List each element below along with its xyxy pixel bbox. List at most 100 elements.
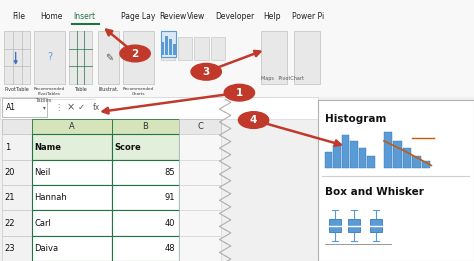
Bar (2, 119, 32, 134)
Text: 4: 4 (250, 115, 257, 125)
Bar (179, 210, 221, 236)
Bar (32, 185, 112, 210)
Bar (393, 141, 402, 168)
Bar (0, 97, 318, 119)
Text: Developer: Developer (216, 13, 255, 21)
Text: ×: × (66, 103, 74, 113)
Text: Page Lay: Page Lay (121, 13, 155, 21)
Bar (165, 36, 168, 55)
Bar (2, 236, 32, 261)
Text: fx: fx (92, 103, 100, 112)
Bar (123, 31, 154, 84)
Text: Maps   PivotChart: Maps PivotChart (261, 76, 304, 81)
Text: Box and Whisker: Box and Whisker (325, 187, 424, 197)
Bar (2, 160, 32, 185)
Bar (348, 220, 360, 232)
Bar (359, 148, 366, 168)
Bar (384, 132, 392, 168)
Circle shape (191, 63, 221, 80)
Bar (112, 160, 179, 185)
Text: File: File (12, 13, 25, 21)
Bar (179, 119, 221, 134)
Text: Neil: Neil (34, 168, 51, 177)
Bar (173, 44, 176, 55)
Bar (318, 100, 474, 261)
Bar (32, 236, 112, 261)
Bar (294, 31, 320, 84)
Bar (98, 31, 119, 84)
Text: Power Pi: Power Pi (292, 13, 324, 21)
Bar (169, 39, 172, 55)
Bar (2, 98, 47, 117)
Bar (32, 160, 112, 185)
Bar (32, 134, 112, 160)
Bar (161, 31, 176, 57)
Bar (261, 31, 287, 84)
Text: ?: ? (47, 52, 52, 62)
Text: Recommended
PivotTables: Recommended PivotTables (34, 87, 65, 96)
Bar (211, 37, 225, 60)
Bar (350, 141, 358, 168)
Bar (2, 210, 32, 236)
Text: View: View (187, 13, 206, 21)
Text: Review: Review (159, 13, 186, 21)
Text: 22: 22 (5, 218, 15, 228)
Text: Name: Name (34, 143, 61, 152)
Text: ✓: ✓ (78, 103, 85, 112)
Text: Score: Score (115, 143, 141, 152)
Bar (342, 135, 349, 168)
Bar (0, 0, 474, 97)
Bar (32, 119, 112, 134)
Text: PivotTable: PivotTable (4, 87, 29, 92)
Text: A1: A1 (6, 103, 16, 112)
Text: Home: Home (40, 13, 63, 21)
Bar (112, 119, 179, 134)
Text: Help: Help (263, 13, 281, 21)
Bar (4, 31, 30, 84)
Bar (194, 37, 209, 60)
Circle shape (238, 112, 269, 128)
Text: Daiva: Daiva (34, 244, 58, 253)
Text: 1: 1 (5, 143, 10, 152)
Bar (112, 185, 179, 210)
Bar (367, 156, 375, 168)
Bar (34, 31, 65, 84)
Text: 23: 23 (5, 244, 15, 253)
Text: C: C (197, 122, 203, 131)
Bar (412, 156, 421, 168)
Text: ?: ? (136, 52, 141, 62)
Text: 1: 1 (236, 88, 243, 98)
Bar (325, 152, 332, 168)
Text: Table: Table (74, 87, 87, 92)
Bar (403, 148, 411, 168)
Bar (329, 220, 341, 232)
Text: Hannah: Hannah (34, 193, 67, 202)
Text: Carl: Carl (34, 218, 51, 228)
Text: Tables: Tables (36, 98, 52, 103)
Text: ✎: ✎ (105, 52, 113, 62)
Bar (370, 220, 382, 232)
Bar (161, 37, 175, 60)
Bar (112, 236, 179, 261)
Text: 48: 48 (164, 244, 175, 253)
Text: 20: 20 (5, 168, 15, 177)
Text: Recommended
Charts: Recommended Charts (123, 87, 154, 96)
Text: ▾: ▾ (43, 105, 46, 110)
Bar (69, 31, 92, 84)
Text: A: A (69, 122, 75, 131)
Bar (179, 134, 221, 160)
Bar (178, 37, 192, 60)
Text: Histogram: Histogram (325, 114, 386, 124)
Bar (422, 161, 430, 168)
Bar (179, 160, 221, 185)
Bar (179, 185, 221, 210)
Text: 40: 40 (164, 218, 175, 228)
Bar (333, 145, 341, 168)
Bar (179, 236, 221, 261)
Bar (32, 210, 112, 236)
Bar (2, 134, 32, 160)
Text: 91: 91 (164, 193, 175, 202)
Text: Illustrat.: Illustrat. (99, 87, 119, 92)
Bar (112, 210, 179, 236)
Text: ⋮: ⋮ (55, 103, 63, 112)
